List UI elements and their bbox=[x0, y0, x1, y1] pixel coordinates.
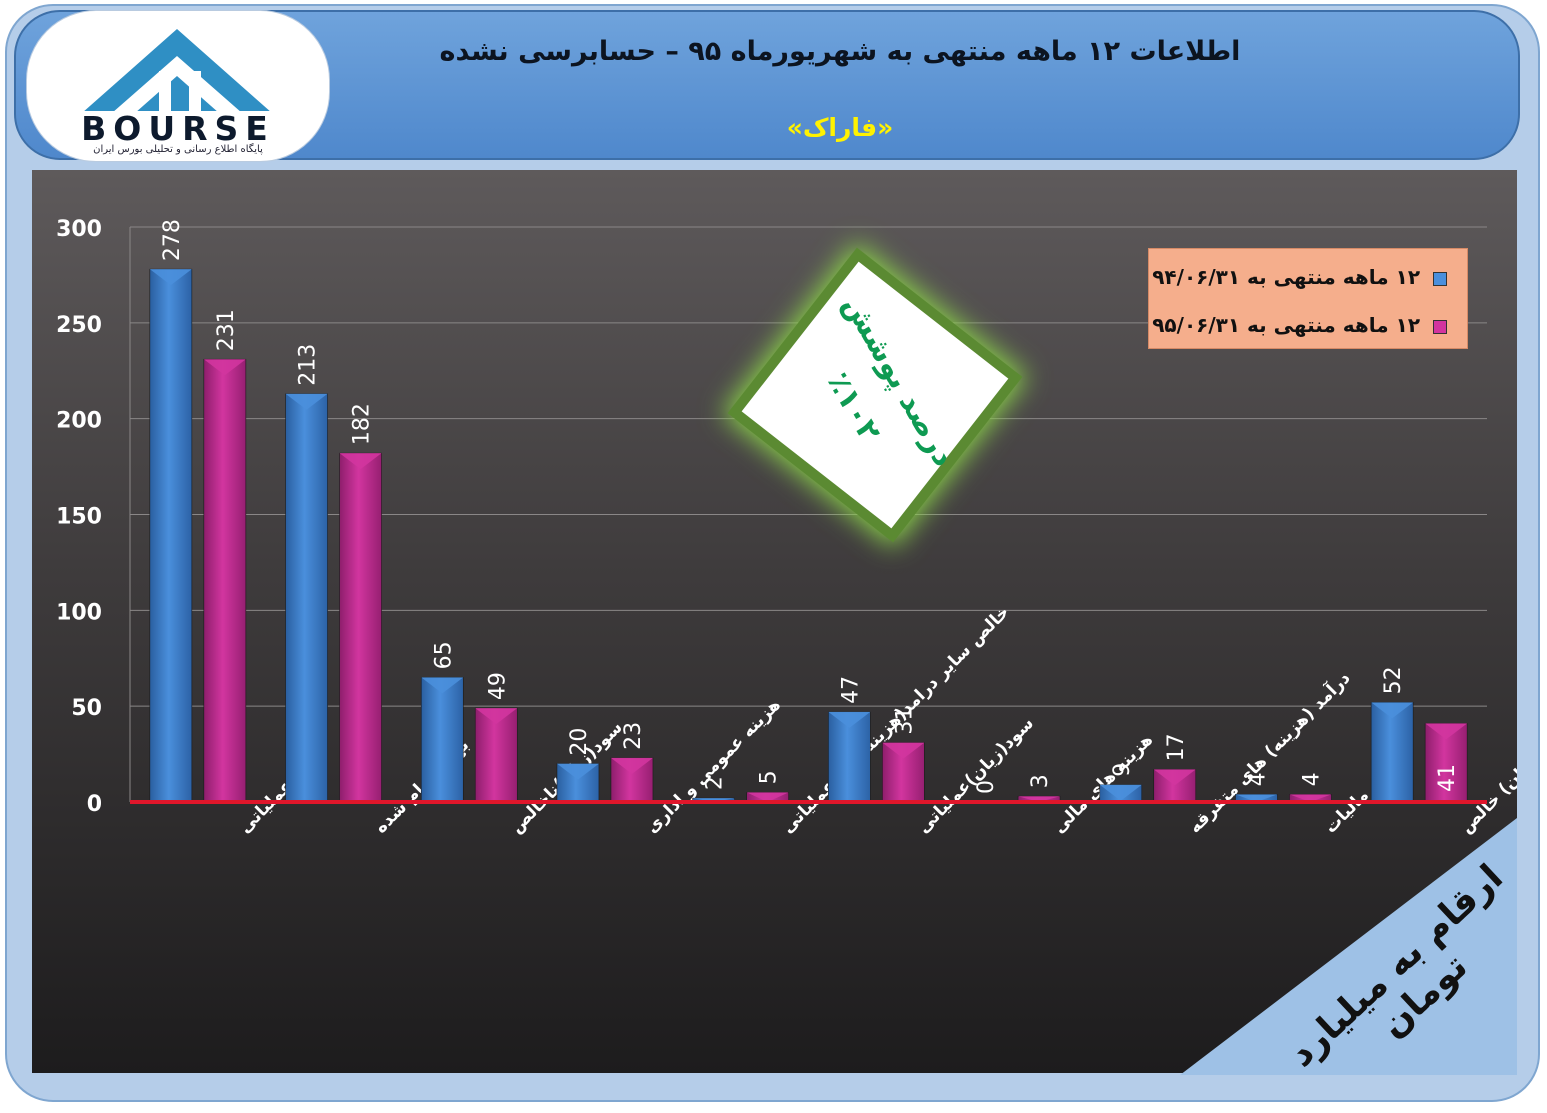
bar-cap-series-1 bbox=[828, 711, 871, 728]
bar-cap-series-2 bbox=[1018, 796, 1061, 802]
bar-cap-series-2 bbox=[610, 757, 653, 774]
bar-cap-series-1 bbox=[285, 393, 328, 410]
data-label-series-2: 49 bbox=[485, 672, 510, 700]
company-name: «فاراک» bbox=[786, 113, 894, 142]
data-label-series-2: 5 bbox=[757, 770, 782, 784]
logo-subtitle: پایگاه اطلاع رسانی و تحلیلی بورس ایران bbox=[93, 144, 263, 155]
data-label-series-1: 278 bbox=[160, 219, 185, 261]
data-label-series-1: 52 bbox=[1381, 666, 1406, 694]
bar-cap-series-1 bbox=[149, 269, 192, 286]
data-label-series-2: 41 bbox=[1435, 764, 1460, 792]
data-label-series-2: 31 bbox=[892, 707, 917, 735]
y-tick-label: 50 bbox=[71, 696, 102, 721]
bar-series-1 bbox=[149, 268, 193, 803]
legend-label-series-2: ۱۲ ماهه منتهی به ۹۵/۰۶/۳۱ bbox=[1152, 313, 1421, 337]
x-tick-label: سود(زیان)عملیاتی bbox=[914, 713, 1038, 837]
data-label-series-2: 17 bbox=[1164, 733, 1189, 761]
legend-swatch-series-1 bbox=[1433, 271, 1447, 286]
data-label-series-1: 2 bbox=[703, 776, 728, 790]
legend-label-series-1: ۱۲ ماهه منتهی به ۹۴/۰۶/۳۱ bbox=[1152, 265, 1421, 289]
data-label-series-2: 231 bbox=[214, 309, 239, 351]
legend-swatch-series-2 bbox=[1433, 319, 1447, 334]
y-tick-label: 0 bbox=[87, 792, 102, 817]
data-label-series-2: 23 bbox=[621, 722, 646, 750]
chart-legend: ۱۲ ماهه منتهی به ۹۴/۰۶/۳۱ ۱۲ ماهه منتهی … bbox=[1148, 248, 1468, 349]
data-label-series-1: 65 bbox=[431, 641, 456, 669]
bar-cap-series-1 bbox=[1235, 794, 1278, 802]
data-label-series-1: 4 bbox=[1245, 772, 1270, 786]
data-label-series-2: 4 bbox=[1299, 772, 1324, 786]
x-tick-label: هزینه عمومی و اداری bbox=[642, 695, 784, 837]
bar-series-2 bbox=[339, 452, 382, 803]
bar-cap-series-1 bbox=[421, 677, 464, 694]
bar-cap-series-2 bbox=[1425, 723, 1468, 740]
bar-cap-series-2 bbox=[203, 359, 246, 376]
data-label-series-1: 213 bbox=[296, 344, 321, 386]
bar-series-2 bbox=[203, 358, 247, 803]
y-tick-label: 150 bbox=[56, 505, 102, 530]
data-label-series-2: 3 bbox=[1028, 774, 1053, 788]
x-tick-label: هزینه های مالی bbox=[1049, 730, 1157, 838]
y-tick-label: 200 bbox=[56, 409, 102, 434]
y-tick-label: 300 bbox=[56, 217, 102, 242]
bar-series-1 bbox=[1370, 702, 1414, 803]
bar-cap-series-2 bbox=[1289, 794, 1332, 802]
data-label-series-1: 9 bbox=[1110, 763, 1135, 777]
data-label-series-2: 182 bbox=[350, 403, 375, 445]
bar-cap-series-2 bbox=[475, 708, 518, 725]
data-label-series-1: 20 bbox=[567, 728, 592, 756]
bar-series-1 bbox=[285, 393, 328, 803]
bar-cap-series-2 bbox=[746, 792, 789, 802]
y-tick-label: 250 bbox=[56, 313, 102, 338]
bar-cap-series-1 bbox=[1371, 702, 1414, 719]
page-title: اطلاعات ۱۲ ماهه منتهی به شهریورماه ۹۵ – … bbox=[439, 36, 1241, 67]
data-label-series-1: 0 bbox=[974, 780, 999, 794]
y-tick-label: 100 bbox=[56, 600, 102, 625]
data-label-series-1: 47 bbox=[838, 676, 863, 704]
legend-item-series-1: ۱۲ ماهه منتهی به ۹۴/۰۶/۳۱ bbox=[1152, 265, 1447, 289]
bar-cap-series-1 bbox=[556, 763, 599, 780]
logo-text: BOURSE bbox=[81, 109, 275, 148]
bar-cap-series-2 bbox=[882, 742, 925, 759]
x-tick-label: درآمد (هزینه) های متفرقه bbox=[1184, 667, 1355, 838]
bar-cap-series-1 bbox=[1099, 784, 1142, 801]
bourse-logo: BOURSE پایگاه اطلاع رسانی و تحلیلی بورس … bbox=[26, 10, 330, 162]
bar-cap-series-2 bbox=[1153, 769, 1196, 786]
logo-mark-icon bbox=[84, 29, 270, 111]
bar-series-1 bbox=[420, 677, 464, 803]
unit-note-background bbox=[1180, 818, 1517, 1075]
legend-item-series-2: ۱۲ ماهه منتهی به ۹۵/۰۶/۳۱ bbox=[1152, 313, 1447, 337]
bar-cap-series-2 bbox=[339, 453, 382, 470]
